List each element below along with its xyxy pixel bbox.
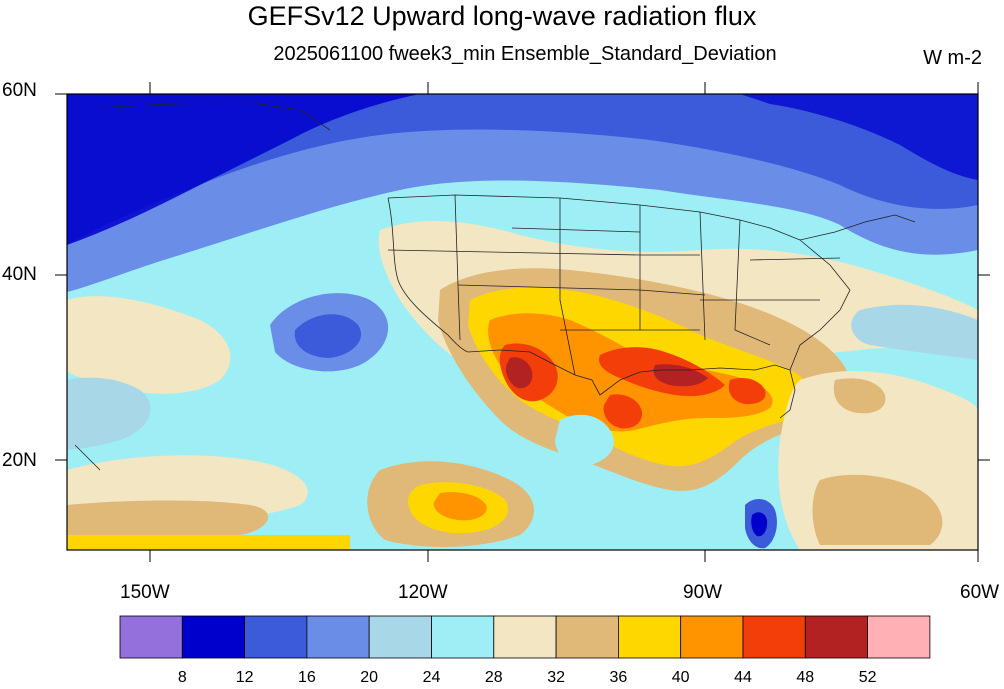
lat-label-60n: 60N <box>2 80 37 101</box>
colorbar-swatch <box>119 615 183 659</box>
units-label: W m-2 <box>923 47 982 69</box>
colorbar-tick-label: 12 <box>235 669 254 686</box>
colorbar-tick-label: 40 <box>671 669 690 686</box>
lon-label-150w: 150W <box>120 582 170 603</box>
colorbar-tick-label: 20 <box>360 669 379 686</box>
map-title: GEFSv12 Upward long-wave radiation flux <box>247 1 757 31</box>
colorbar-tick-label: 32 <box>547 669 565 686</box>
lat-label-40n: 40N <box>2 264 37 285</box>
colorbar-swatch <box>867 615 931 659</box>
colorbar-swatch <box>431 615 495 659</box>
colorbar-swatch <box>680 615 744 659</box>
boundary-lines <box>74 102 916 471</box>
colorbar-tick-label: 36 <box>609 669 628 686</box>
colorbar-swatch <box>368 615 432 659</box>
colorbar <box>119 615 931 659</box>
colorbar-swatch <box>493 615 557 659</box>
colorbar-tick-label: 48 <box>796 669 815 686</box>
lon-label-120w: 120W <box>398 582 448 603</box>
colorbar-tick-label: 52 <box>858 669 877 686</box>
colorbar-tick-label: 28 <box>484 669 503 686</box>
colorbar-swatch <box>555 615 619 659</box>
colorbar-swatch <box>306 615 370 659</box>
filled-contour-field <box>67 94 978 550</box>
map-subtitle: 2025061100 fweek3_min Ensemble_Standard_… <box>273 43 777 65</box>
colorbar-swatch <box>244 615 308 659</box>
lat-label-20n: 20N <box>2 450 37 471</box>
lon-label-60w: 60W <box>960 582 1000 603</box>
colorbar-swatch <box>742 615 806 659</box>
colorbar-tick-label: 44 <box>734 669 752 686</box>
colorbar-swatch <box>181 615 246 659</box>
colorbar-swatch <box>804 615 868 659</box>
lon-label-90w: 90W <box>683 582 723 603</box>
map-frame <box>66 93 979 551</box>
colorbar-tick-label: 8 <box>177 669 187 686</box>
axis-ticks <box>55 82 990 562</box>
colorbar-swatch <box>618 615 682 659</box>
colorbar-tick-label: 24 <box>422 669 441 686</box>
colorbar-tick-label: 16 <box>297 669 316 686</box>
